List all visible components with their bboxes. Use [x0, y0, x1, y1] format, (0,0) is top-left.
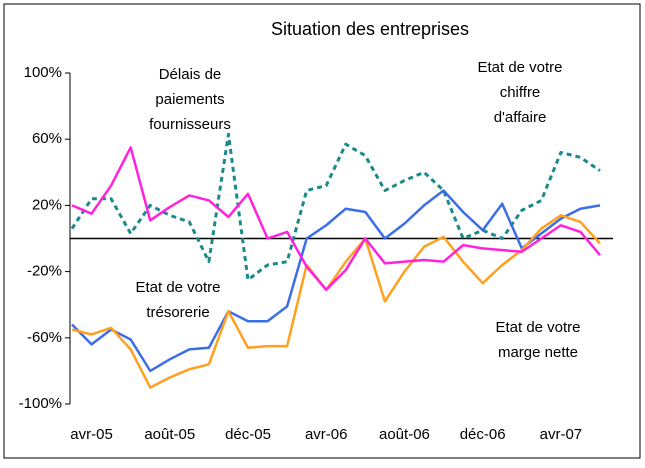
- y-tick-label: 100%: [24, 64, 62, 81]
- x-tick-label: août-05: [144, 426, 195, 443]
- annotation: marge nette: [498, 344, 578, 361]
- series-line: [71, 189, 601, 373]
- annotation: Etat de votre: [477, 59, 562, 76]
- annotation: fournisseurs: [149, 116, 231, 133]
- x-tick-label: déc-06: [460, 426, 506, 443]
- series-line: [71, 214, 601, 389]
- y-tick-label: -100%: [19, 395, 62, 412]
- annotation: Etat de votre: [495, 319, 580, 336]
- y-tick-label: 60%: [32, 130, 62, 147]
- series-line: [71, 146, 601, 292]
- annotation: trésorerie: [146, 304, 209, 321]
- chart-title: Situation des entreprises: [271, 19, 469, 39]
- x-tick-label: déc-05: [225, 426, 271, 443]
- y-tick-label: -20%: [27, 263, 62, 280]
- chart-frame: [3, 3, 641, 459]
- x-tick-label: avr-05: [70, 426, 113, 443]
- x-tick-label: avr-06: [305, 426, 348, 443]
- annotation: d'affaire: [494, 109, 547, 126]
- annotation: Délais de: [159, 66, 222, 83]
- annotation: Etat de votre: [135, 279, 220, 296]
- y-tick-label: -60%: [27, 329, 62, 346]
- x-tick-label: août-06: [379, 426, 430, 443]
- annotation: paiements: [155, 91, 224, 108]
- x-tick-label: avr-07: [540, 426, 583, 443]
- annotation: chiffre: [500, 84, 541, 101]
- y-tick-label: 20%: [32, 196, 62, 213]
